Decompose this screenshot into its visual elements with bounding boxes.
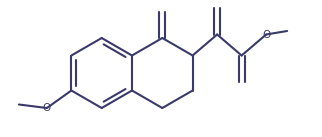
- Text: O: O: [43, 103, 51, 113]
- Text: O: O: [262, 29, 270, 39]
